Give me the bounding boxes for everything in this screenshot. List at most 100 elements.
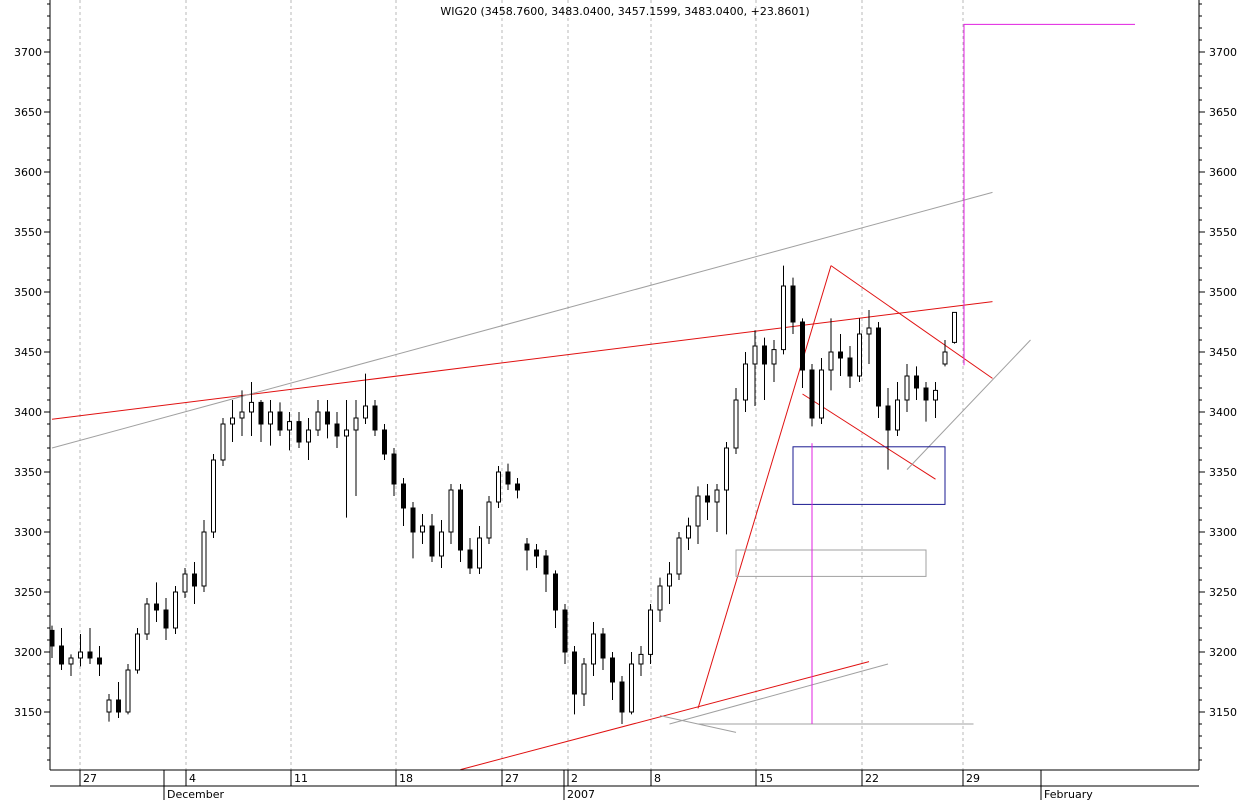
price-bar-body	[657, 585, 663, 611]
price-bar-body	[486, 501, 492, 539]
price-bar-body	[790, 285, 796, 323]
price-bar	[429, 514, 435, 562]
price-bar	[277, 402, 283, 436]
price-bar	[173, 586, 178, 634]
price-bar-body	[543, 555, 549, 575]
price-bar-body	[847, 357, 853, 377]
y-tick-label-left: 3600	[14, 166, 42, 179]
price-bar	[135, 628, 140, 674]
price-bar	[116, 682, 121, 718]
trend-line-gray	[51, 191, 993, 449]
price-bar	[97, 646, 102, 676]
price-bar	[591, 622, 596, 676]
price-bar	[743, 352, 748, 412]
price-bar	[838, 334, 843, 376]
price-bar-body	[201, 531, 207, 587]
x-axis-ticks: 27 4 11 18 27 2 8 15 22 29 December 2007 February	[79, 770, 1093, 800]
projection-line	[963, 23, 1135, 366]
price-bar	[211, 454, 216, 538]
y-tick-label-right: 3700	[1209, 46, 1237, 59]
price-bar	[439, 520, 444, 568]
price-bar	[847, 346, 853, 388]
price-bar	[382, 424, 387, 460]
price-bar	[467, 538, 473, 574]
price-bar-body	[363, 405, 368, 419]
price-bar-body	[353, 417, 359, 431]
price-bar	[125, 664, 131, 715]
price-bar	[819, 358, 824, 424]
x-tick-label: 29	[966, 772, 980, 785]
price-bar	[638, 646, 644, 676]
price-bar-body	[619, 681, 625, 713]
box-blue	[792, 446, 946, 505]
price-bar	[363, 373, 368, 424]
y-tick-label-right: 3200	[1209, 646, 1237, 659]
price-bar	[866, 310, 872, 364]
price-bar	[505, 463, 511, 490]
price-bar	[182, 568, 188, 598]
price-bar-body	[258, 401, 264, 425]
y-tick-label-left: 3550	[14, 226, 42, 239]
price-bar	[610, 652, 615, 700]
price-bar-body	[515, 483, 520, 491]
price-bar-body	[211, 459, 216, 533]
price-bar	[600, 628, 606, 670]
price-bar	[249, 382, 254, 436]
price-bar	[59, 628, 64, 670]
price-bar-body	[581, 663, 587, 695]
price-bar	[733, 388, 739, 454]
y-tick-label-right: 3600	[1209, 166, 1237, 179]
price-bar-body	[866, 327, 872, 335]
price-bar-body	[876, 327, 881, 407]
price-bar-body	[819, 369, 824, 419]
trend-line-gray	[669, 663, 889, 725]
price-bar	[952, 311, 957, 344]
price-bar-body	[448, 489, 454, 533]
price-bar	[657, 577, 663, 622]
price-bar-body	[78, 651, 83, 659]
price-bar-body	[315, 411, 321, 431]
y-tick-label-right: 3400	[1209, 406, 1237, 419]
price-bar-body	[914, 375, 919, 389]
price-bar-body	[714, 489, 720, 503]
y-tick-label-left: 3250	[14, 586, 42, 599]
x-tick-label: 27	[505, 772, 519, 785]
price-bar	[106, 694, 112, 722]
price-bar-body	[334, 423, 340, 437]
price-bar-body	[268, 411, 273, 425]
price-bar-body	[59, 645, 64, 665]
price-bar-body	[942, 351, 948, 365]
y-tick-label-right: 3450	[1209, 346, 1237, 359]
price-bar-body	[496, 471, 501, 503]
price-bar	[524, 538, 530, 571]
price-bar-body	[686, 525, 691, 539]
price-bar	[230, 400, 235, 442]
price-bar	[648, 604, 653, 664]
price-bar-body	[524, 543, 530, 551]
price-bar	[904, 364, 910, 412]
price-bar-body	[182, 573, 188, 593]
price-bar	[619, 676, 625, 724]
y-tick-label-left: 3700	[14, 46, 42, 59]
month-label: 2007	[567, 788, 595, 800]
price-bar	[676, 532, 682, 580]
price-bar	[239, 390, 245, 436]
price-bar	[287, 412, 292, 451]
price-bar	[572, 646, 577, 715]
price-bar-body	[306, 429, 311, 443]
price-bar-body	[173, 591, 178, 629]
price-bar	[515, 478, 520, 499]
price-bar-body	[923, 387, 929, 401]
price-bar	[220, 418, 226, 466]
price-bar-body	[249, 401, 254, 413]
price-bar-body	[192, 573, 197, 587]
price-bar	[372, 400, 378, 436]
x-tick-label: 8	[654, 772, 661, 785]
price-bar-body	[154, 603, 159, 611]
price-bar-body	[638, 653, 644, 665]
price-bar	[714, 484, 720, 532]
month-label: December	[167, 788, 225, 800]
price-bar	[876, 322, 881, 418]
price-bar	[752, 330, 758, 406]
